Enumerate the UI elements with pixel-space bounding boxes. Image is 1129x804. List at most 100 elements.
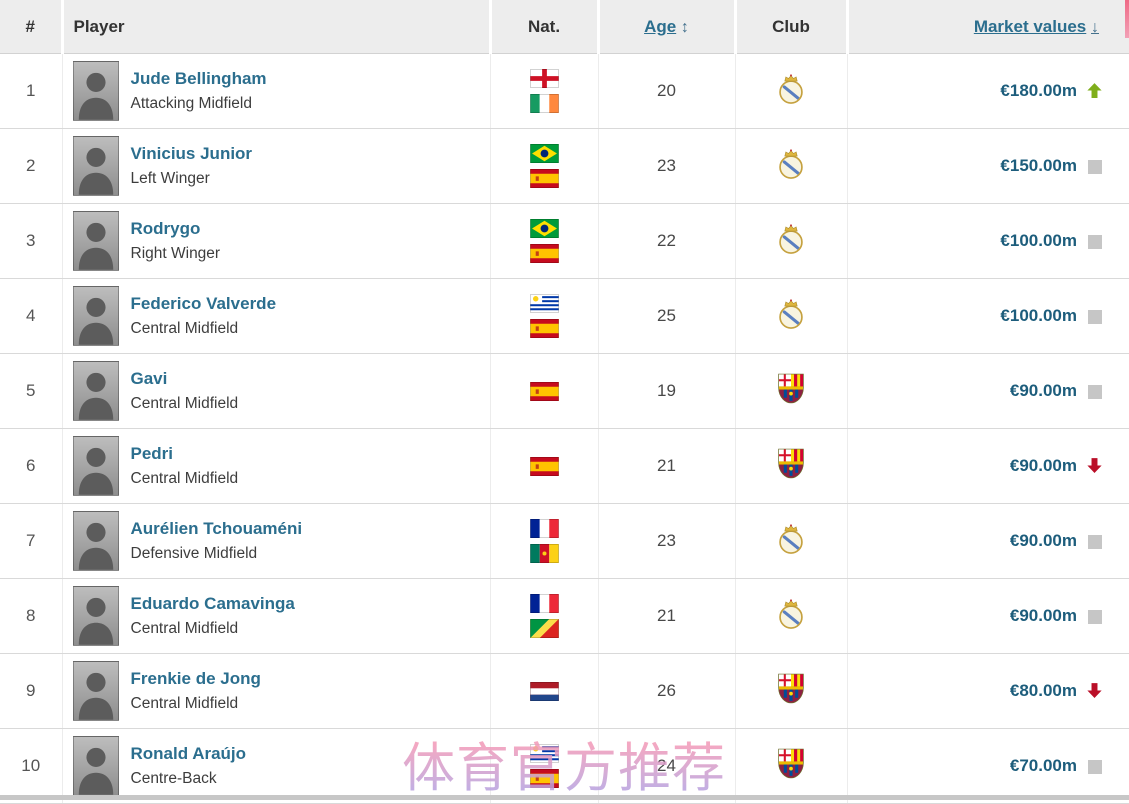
club-cell — [734, 128, 847, 204]
player-position: Central Midfield — [130, 470, 239, 487]
table-row: 5 Gavi Central Midfield 19 €90.00m — [0, 353, 1129, 429]
flag-spain-icon — [529, 319, 559, 338]
club-cell — [734, 53, 847, 129]
player-name-link[interactable]: Gavi — [130, 369, 168, 388]
age-sort-link[interactable]: Age ↕ — [644, 17, 689, 36]
market-value-cell: €90.00m — [846, 353, 1129, 429]
age-cell: 23 — [597, 128, 735, 204]
player-photo[interactable] — [72, 61, 119, 121]
market-value-cell: €90.00m — [846, 578, 1129, 654]
flag-spain-icon — [529, 169, 559, 188]
table-row: 1 Jude Bellingham Attacking Midfield 20 … — [0, 53, 1129, 129]
rank-number: 5 — [26, 381, 36, 400]
person-silhouette-icon — [78, 147, 113, 195]
market-value-link[interactable]: €70.00m — [1009, 756, 1077, 775]
market-value-link[interactable]: €90.00m — [1009, 456, 1077, 475]
rank-number: 3 — [26, 231, 36, 250]
market-value-cell: €150.00m — [846, 128, 1129, 204]
club-crest-fc-barcelona-icon[interactable] — [776, 447, 806, 480]
player-name-link[interactable]: Frenkie de Jong — [130, 669, 261, 688]
club-cell — [734, 578, 847, 654]
market-value-link[interactable]: €100.00m — [1000, 306, 1077, 325]
player-cell: Gavi Central Midfield — [61, 353, 490, 429]
market-value-link[interactable]: €90.00m — [1009, 531, 1077, 550]
flag-brazil-icon — [529, 144, 559, 163]
player-photo[interactable] — [72, 511, 119, 571]
table-row: 3 Rodrygo Right Winger 22 €100.00m — [0, 203, 1129, 279]
club-header-label: Club — [772, 16, 810, 36]
player-position: Central Midfield — [130, 695, 239, 712]
club-cell — [734, 728, 847, 804]
market-value-link[interactable]: €90.00m — [1009, 606, 1077, 625]
club-cell — [734, 353, 847, 429]
player-photo[interactable] — [72, 586, 119, 646]
player-name-link[interactable]: Aurélien Tchouaméni — [130, 519, 303, 538]
club-crest-real-madrid-icon[interactable] — [776, 297, 806, 330]
age-cell: 24 — [597, 728, 735, 804]
rank-number: 1 — [26, 81, 36, 100]
player-name-link[interactable]: Ronald Araújo — [130, 744, 247, 763]
player-name-link[interactable]: Rodrygo — [130, 219, 201, 238]
market-value-link[interactable]: €100.00m — [1000, 231, 1077, 250]
player-cell: Vinicius Junior Left Winger — [61, 128, 490, 204]
player-photo[interactable] — [72, 736, 119, 796]
club-crest-real-madrid-icon[interactable] — [776, 522, 806, 555]
age-value: 20 — [657, 81, 676, 100]
age-value: 21 — [657, 606, 676, 625]
club-crest-fc-barcelona-icon[interactable] — [776, 372, 806, 405]
player-photo[interactable] — [72, 286, 119, 346]
club-cell — [734, 653, 847, 729]
club-crest-real-madrid-icon[interactable] — [776, 147, 806, 180]
age-value: 25 — [657, 306, 676, 325]
person-silhouette-icon — [78, 522, 113, 570]
market-value-link[interactable]: €80.00m — [1009, 681, 1077, 700]
flag-netherlands-icon — [529, 681, 559, 701]
rank-number: 9 — [26, 681, 36, 700]
age-header: Age ↕ — [596, 0, 735, 54]
nationality-cell — [489, 578, 598, 654]
player-photo[interactable] — [72, 361, 119, 421]
age-value: 24 — [657, 756, 676, 775]
age-cell: 25 — [597, 278, 735, 354]
rank-number: 7 — [26, 531, 36, 550]
age-value: 22 — [657, 231, 676, 250]
rank-header-label: # — [25, 16, 35, 36]
club-crest-real-madrid-icon[interactable] — [776, 72, 806, 105]
player-photo[interactable] — [72, 661, 119, 721]
market-values-sort-link[interactable]: Market values ↓ — [974, 17, 1099, 36]
player-photo[interactable] — [72, 211, 119, 271]
age-header-label: Age — [644, 16, 677, 36]
club-crest-fc-barcelona-icon[interactable] — [776, 672, 806, 705]
market-value-link[interactable]: €150.00m — [1000, 156, 1077, 175]
trend-up-icon — [1086, 82, 1103, 99]
age-value: 26 — [657, 681, 676, 700]
player-photo[interactable] — [72, 436, 119, 496]
player-position: Right Winger — [130, 245, 221, 262]
person-silhouette-icon — [78, 747, 113, 795]
player-name-link[interactable]: Jude Bellingham — [130, 69, 267, 88]
table-row: 7 Aurélien Tchouaméni Defensive Midfield… — [0, 503, 1129, 579]
flag-spain-icon — [529, 456, 559, 476]
club-crest-real-madrid-icon[interactable] — [776, 597, 806, 630]
flag-france-icon — [529, 519, 559, 538]
player-photo[interactable] — [72, 136, 119, 196]
player-name-link[interactable]: Vinicius Junior — [130, 144, 253, 163]
player-name-link[interactable]: Eduardo Camavinga — [130, 594, 295, 613]
club-crest-fc-barcelona-icon[interactable] — [776, 747, 806, 780]
sort-both-icon: ↕ — [680, 18, 689, 36]
person-silhouette-icon — [78, 72, 113, 120]
player-name-link[interactable]: Federico Valverde — [130, 294, 277, 313]
table-row: 4 Federico Valverde Central Midfield 25 … — [0, 278, 1129, 354]
trend-flat-icon — [1086, 234, 1103, 251]
player-cell: Aurélien Tchouaméni Defensive Midfield — [61, 503, 490, 579]
nationality-cell — [489, 428, 598, 504]
market-value-link[interactable]: €180.00m — [1000, 81, 1077, 100]
market-value-link[interactable]: €90.00m — [1009, 381, 1077, 400]
age-value: 19 — [657, 381, 676, 400]
player-name-link[interactable]: Pedri — [130, 444, 174, 463]
person-silhouette-icon — [78, 222, 113, 270]
player-cell: Frenkie de Jong Central Midfield — [61, 653, 490, 729]
club-crest-real-madrid-icon[interactable] — [776, 222, 806, 255]
player-cell: Ronald Araújo Centre-Back — [61, 728, 490, 804]
flag-uruguay-icon — [529, 744, 559, 763]
